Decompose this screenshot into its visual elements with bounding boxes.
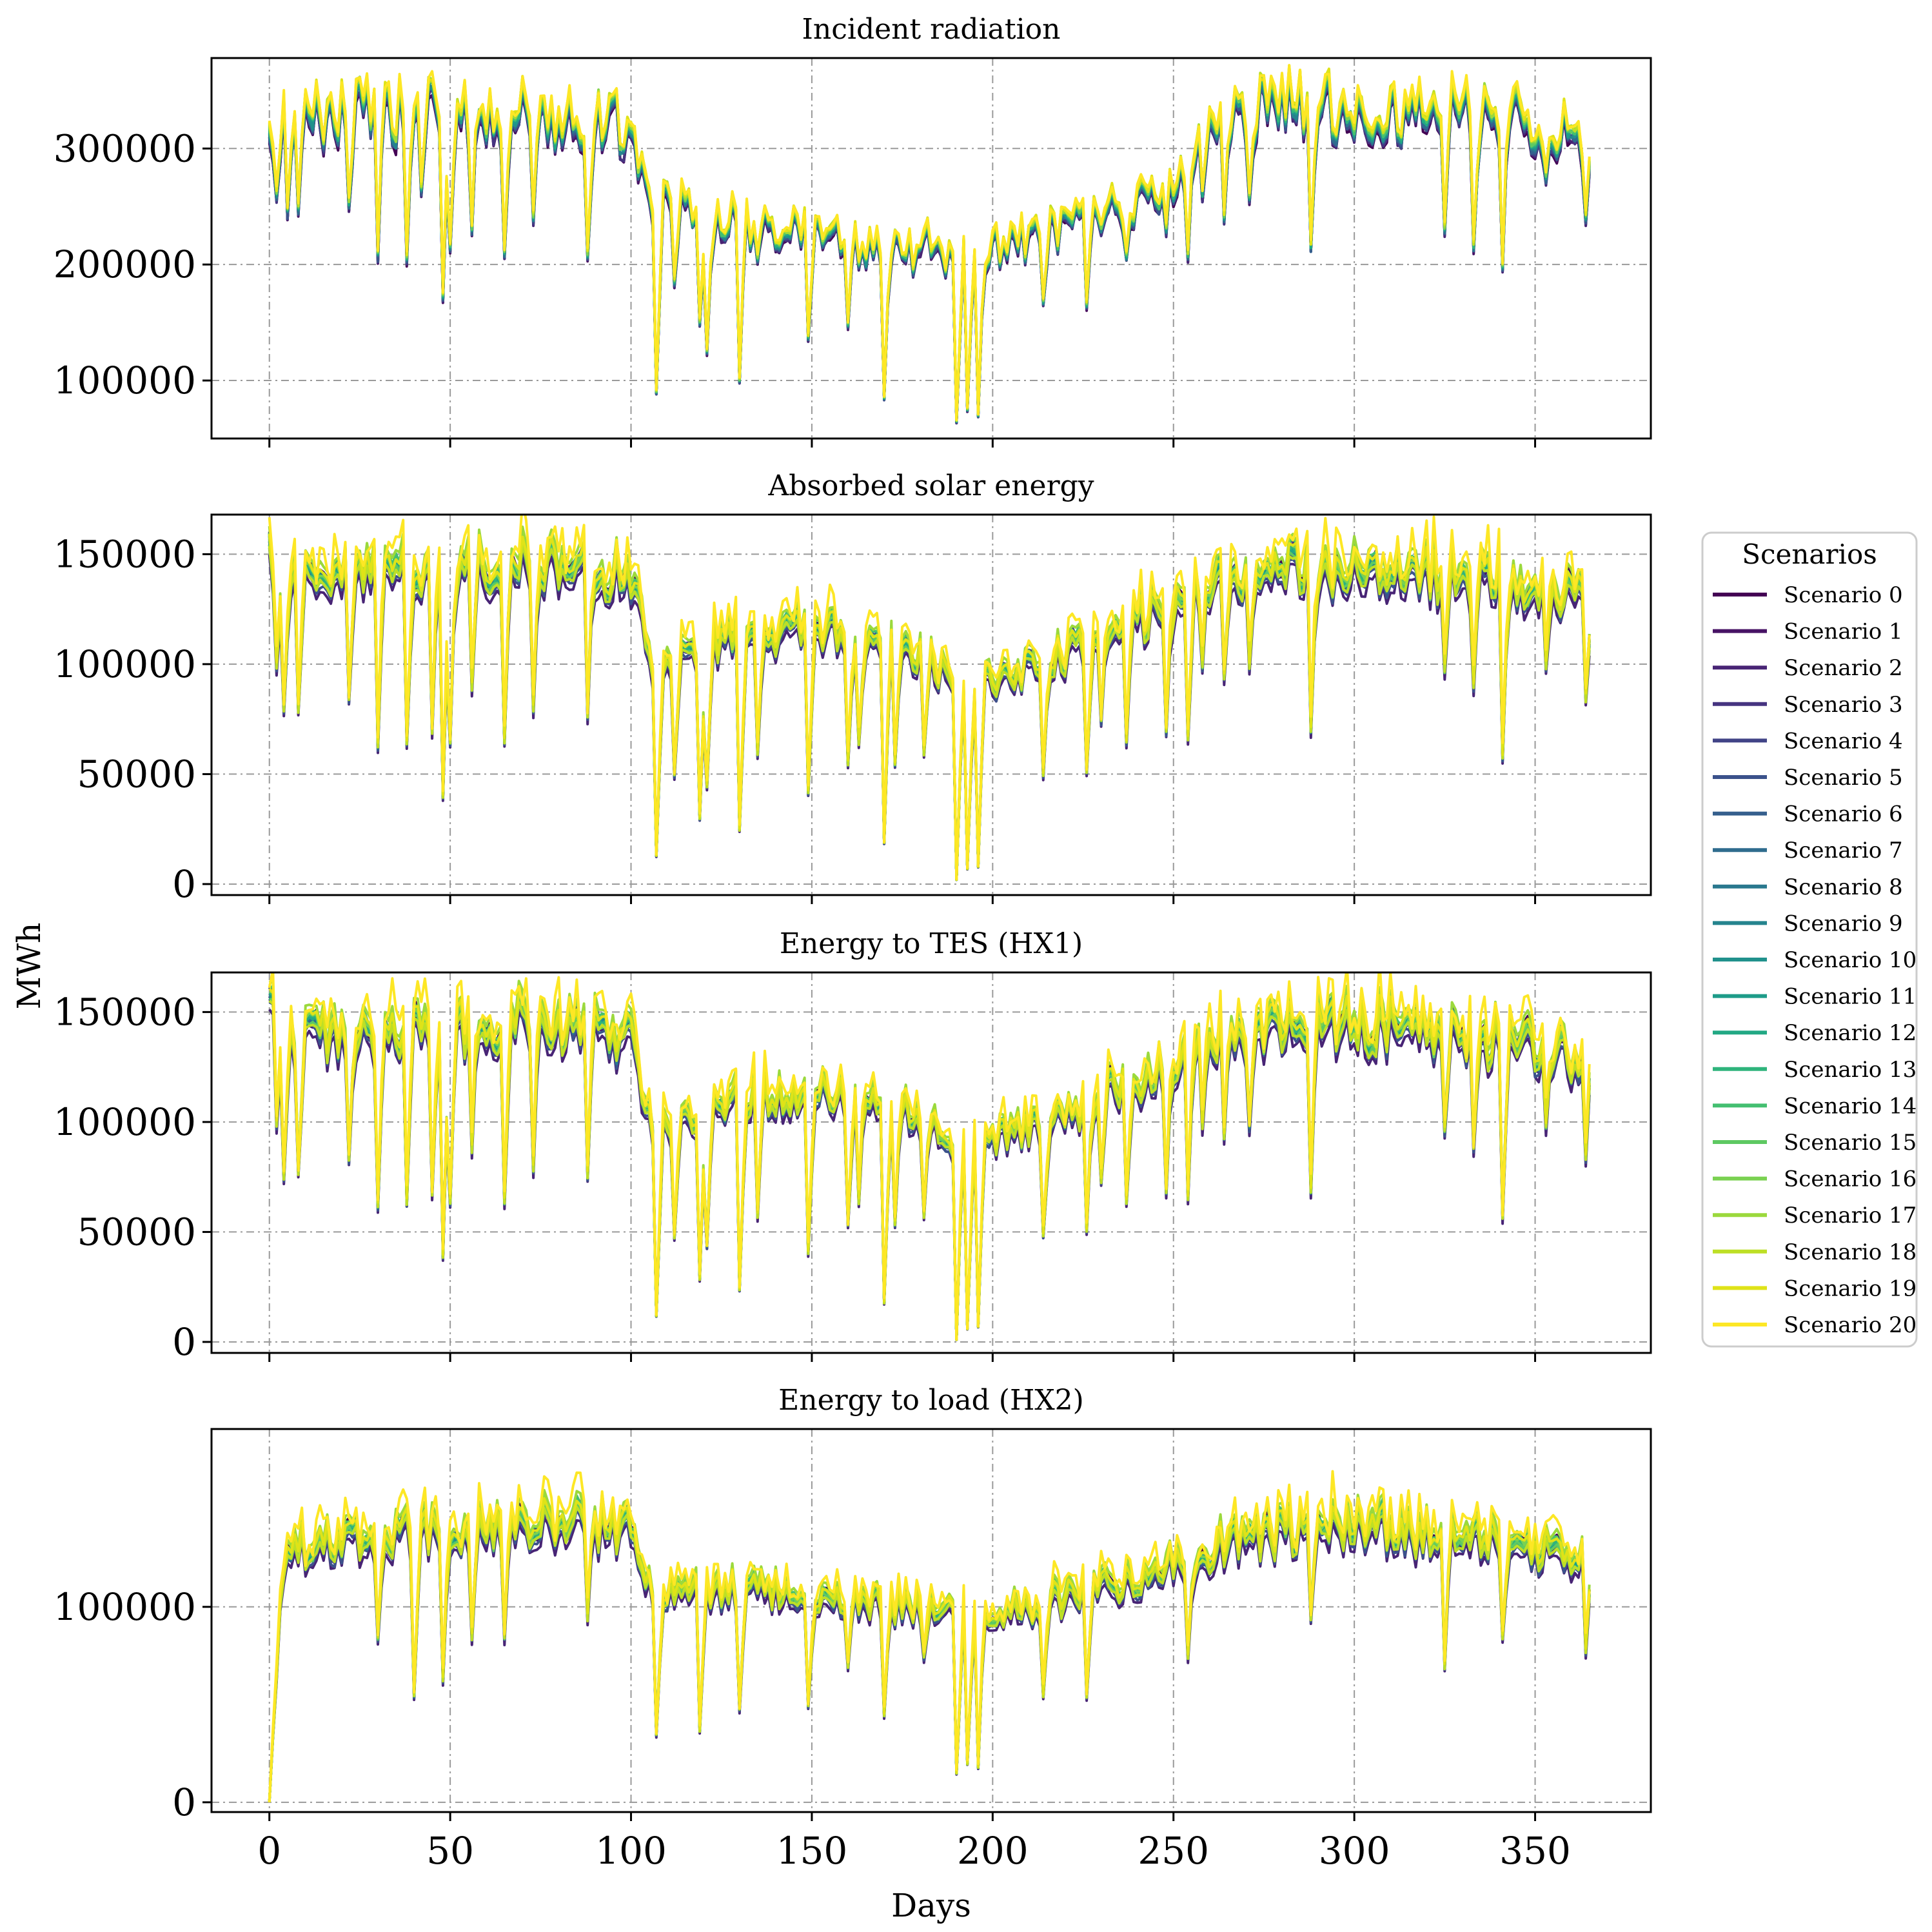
legend-entries: Scenario 0 Scenario 1 Scenario 2 Scenario 3… — [1713, 582, 1917, 1338]
legend-entry-label: Scenario 11 — [1784, 984, 1917, 1010]
series-line-scenario-20 — [268, 1470, 1591, 1802]
ticks-layer: 0 50000 100000 150000 — [54, 532, 1537, 906]
y-tick-label: 100000 — [54, 1100, 196, 1144]
legend-entry-label: Scenario 18 — [1784, 1239, 1917, 1265]
series-line-scenario-20 — [268, 515, 1591, 881]
y-tick-label: 150000 — [54, 532, 196, 576]
series-line-scenario-20 — [268, 64, 1591, 421]
y-tick-label: 0 — [172, 862, 196, 906]
panel-title: Energy to load (HX2) — [778, 1384, 1084, 1417]
legend-entry-label: Scenario 2 — [1784, 655, 1903, 681]
legend-entry-label: Scenario 8 — [1784, 874, 1903, 900]
ticks-layer: 0 50000 100000 150000 — [54, 990, 1537, 1364]
legend-entry-label: Scenario 4 — [1784, 728, 1903, 754]
panel-energy-to-tes: 0 50000 100000 150000 Energy to TES (HX1) — [54, 927, 1652, 1364]
panel-title: Energy to TES (HX1) — [780, 927, 1083, 960]
panel-title: Absorbed solar energy — [767, 469, 1094, 502]
x-tick-label: 0 — [257, 1829, 281, 1873]
x-tick-label: 50 — [426, 1829, 474, 1873]
y-tick-label: 0 — [172, 1320, 196, 1364]
ticks-layer: 100000 200000 300000 — [54, 126, 1537, 448]
grid-layer — [212, 1429, 1651, 1812]
y-axis-label: MWh — [10, 923, 48, 1010]
y-tick-label: 0 — [172, 1780, 196, 1824]
y-tick-label: 100000 — [54, 1585, 196, 1629]
legend-entry-label: Scenario 15 — [1784, 1130, 1917, 1156]
y-tick-label: 50000 — [77, 1210, 196, 1254]
panel-incident-radiation: 100000 200000 300000 Incident radiation — [54, 13, 1652, 448]
ticks-layer: 0 50 100 150 200 250 300 350 0 100000 — [54, 1585, 1571, 1873]
legend-entry-label: Scenario 20 — [1784, 1312, 1917, 1338]
grid-layer — [212, 58, 1651, 439]
legend-entry-label: Scenario 3 — [1784, 692, 1903, 718]
axes-frame — [210, 57, 1652, 440]
series-layer — [268, 1470, 1591, 1802]
series-layer — [268, 515, 1591, 882]
legend-entry-label: Scenario 10 — [1784, 947, 1917, 973]
x-tick-label: 350 — [1499, 1829, 1571, 1873]
legend-entry-label: Scenario 19 — [1784, 1276, 1917, 1301]
series-layer — [268, 64, 1591, 425]
legend-entry-label: Scenario 13 — [1784, 1057, 1917, 1083]
x-tick-label: 300 — [1319, 1829, 1390, 1873]
legend-entry-label: Scenario 14 — [1784, 1093, 1917, 1119]
axes-frame — [210, 1428, 1652, 1813]
series-layer — [268, 972, 1591, 1341]
panel-absorbed-solar-energy: 0 50000 100000 150000 Absorbed solar energy — [54, 469, 1652, 906]
legend-entry-label: Scenario 12 — [1784, 1020, 1917, 1046]
x-tick-label: 150 — [776, 1829, 848, 1873]
y-tick-label: 150000 — [54, 990, 196, 1034]
legend: Scenarios Scenario 0 Scenario 1 Scenario 2… — [1701, 531, 1918, 1348]
x-tick-label: 100 — [595, 1829, 667, 1873]
axes-frame — [210, 971, 1652, 1354]
legend-entry-label: Scenario 6 — [1784, 802, 1903, 827]
panel-title: Incident radiation — [802, 13, 1061, 46]
legend-entry-label: Scenario 9 — [1784, 911, 1903, 936]
y-tick-label: 200000 — [54, 242, 196, 286]
panel-energy-to-load: 0 50 100 150 200 250 300 350 0 100000 Energy to l… — [54, 1384, 1652, 1873]
legend-entry-label: Scenario 1 — [1784, 619, 1903, 645]
legend-entry-label: Scenario 0 — [1784, 582, 1903, 608]
legend-entry-label: Scenario 16 — [1784, 1167, 1917, 1192]
series-line-scenario-20 — [268, 972, 1591, 1341]
axes-frame — [210, 513, 1652, 896]
legend-entry-label: Scenario 17 — [1784, 1203, 1917, 1228]
x-axis-label: Days — [891, 1887, 971, 1924]
y-tick-label: 100000 — [54, 359, 196, 402]
y-tick-label: 50000 — [77, 752, 196, 796]
legend-entry-label: Scenario 5 — [1784, 765, 1903, 791]
legend-entry-label: Scenario 7 — [1784, 838, 1903, 863]
x-tick-label: 200 — [957, 1829, 1029, 1873]
x-tick-label: 250 — [1138, 1829, 1209, 1873]
y-tick-label: 100000 — [54, 642, 196, 686]
y-tick-label: 300000 — [54, 126, 196, 170]
legend-title: Scenarios — [1742, 538, 1877, 570]
